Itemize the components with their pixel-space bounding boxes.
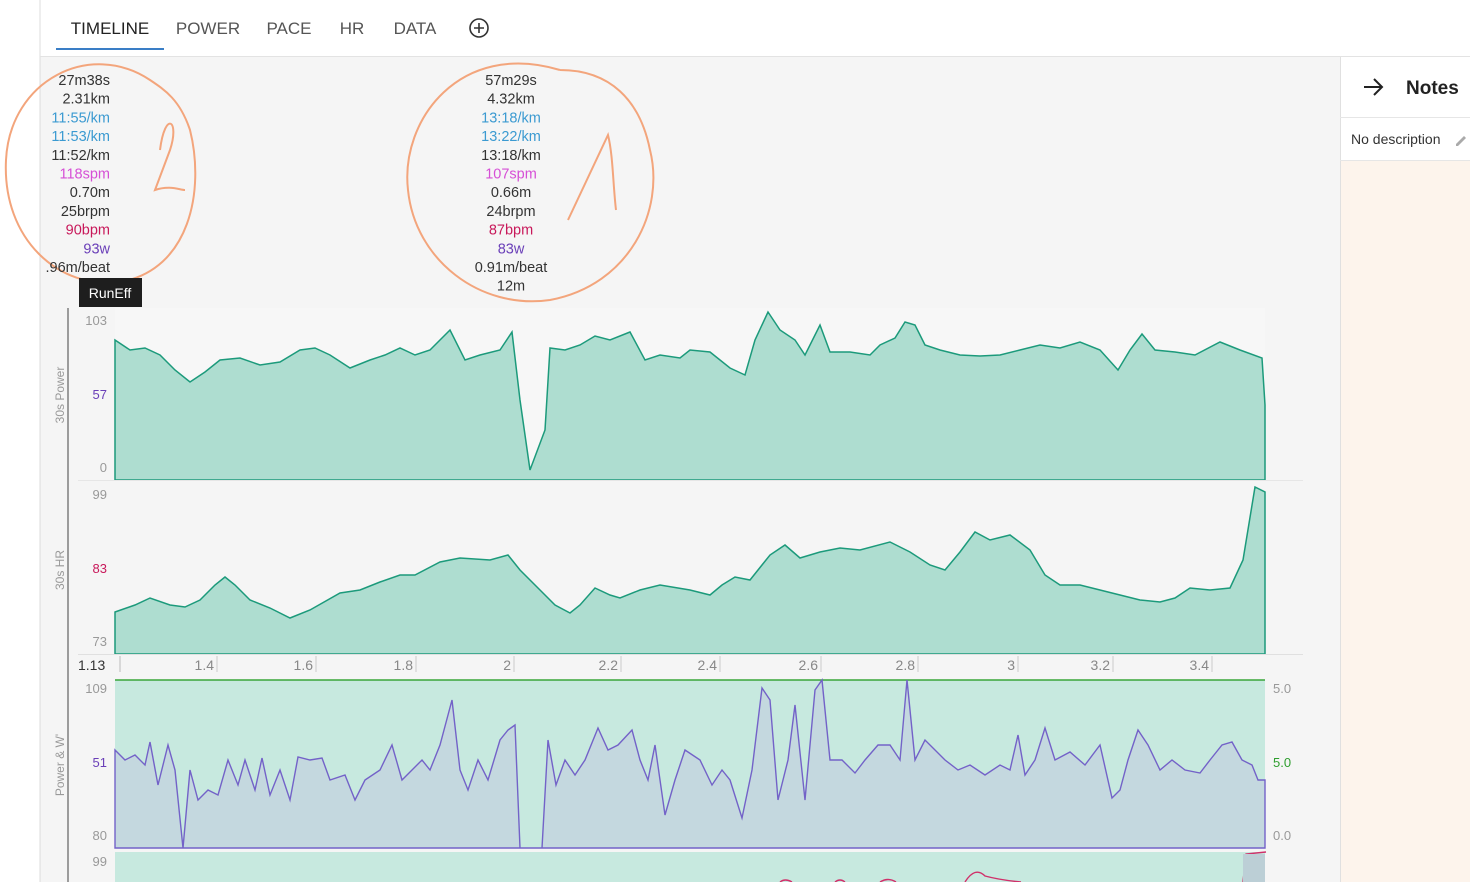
- tab[interactable]: DATA: [394, 19, 437, 38]
- tab-underline: [56, 48, 164, 50]
- stat: 0.66m: [491, 185, 531, 201]
- stat: 13:18/km: [481, 110, 541, 126]
- stat: 13:22/km: [481, 129, 541, 145]
- y2-label: 5.0: [1273, 755, 1291, 770]
- notes-bg: [1340, 57, 1470, 882]
- stat: 118spm: [59, 167, 110, 183]
- stat: 13:18/km: [481, 148, 541, 164]
- y2-label: 0.0: [1273, 828, 1291, 843]
- y-label: 99: [93, 487, 107, 502]
- x-label: 3.2: [1091, 657, 1111, 673]
- collapse-arrow[interactable]: [1364, 78, 1384, 96]
- x-label: 2.8: [896, 657, 916, 673]
- panel4-bg: [115, 852, 1265, 882]
- tab[interactable]: HR: [340, 19, 365, 38]
- stat: 11:55/km: [51, 110, 110, 126]
- annotation-circle: [406, 62, 655, 303]
- y-label: 109: [85, 681, 107, 696]
- stat: 11:53/km: [51, 129, 110, 145]
- stat: 4.32km: [487, 92, 535, 108]
- x-label: 2.2: [599, 657, 619, 673]
- x-label: 2.6: [799, 657, 819, 673]
- stat: 27m38s: [58, 73, 110, 89]
- y2-label: 5.0: [1273, 681, 1291, 696]
- stat: 107spm: [485, 167, 537, 183]
- x-start: 1.13: [78, 657, 105, 673]
- x-label: 2.4: [698, 657, 718, 673]
- hr-line: [779, 851, 1267, 883]
- x-label: 1.8: [394, 657, 414, 673]
- annotation-2: [153, 122, 186, 192]
- x-label: 1.6: [294, 657, 314, 673]
- x-label: 3.4: [1190, 657, 1210, 673]
- stat: 24brpm: [486, 204, 535, 220]
- notes-header: [1340, 57, 1470, 161]
- axis-title: Power & W': [53, 734, 67, 796]
- tab[interactable]: TIMELINE: [71, 19, 149, 38]
- axis-title: 30s HR: [53, 550, 67, 590]
- y-label: 51: [93, 755, 107, 770]
- power-area: [114, 310, 1266, 481]
- tab[interactable]: PACE: [266, 19, 311, 38]
- annotation-1: [567, 132, 617, 221]
- stat: .96m/beat: [46, 260, 111, 276]
- stat: 83w: [498, 241, 525, 257]
- stat: 93w: [83, 241, 110, 257]
- power-line: [114, 678, 1266, 849]
- stat: 11:52/km: [51, 148, 110, 164]
- y-label: 83: [93, 561, 107, 576]
- y-label: 80: [93, 828, 107, 843]
- stat: 2.31km: [62, 92, 110, 108]
- stat: 0.70m: [70, 185, 110, 201]
- y-label: 99: [93, 854, 107, 869]
- hr-fill: [1243, 854, 1265, 882]
- stat: 57m29s: [485, 73, 537, 89]
- tooltip-bg: [79, 278, 142, 307]
- stat: 90bpm: [66, 223, 110, 239]
- notes-title: Notes: [1406, 78, 1459, 99]
- stat: 87bpm: [489, 223, 533, 239]
- x-label: 1.4: [195, 657, 215, 673]
- stat: 12m: [497, 279, 525, 295]
- x-label: 2: [503, 657, 511, 673]
- hr-area: [114, 485, 1266, 655]
- y-label: 73: [93, 634, 107, 649]
- stat: 0.91m/beat: [475, 260, 548, 276]
- tooltip: RunEff: [89, 285, 132, 301]
- stat: 25brpm: [61, 204, 110, 220]
- axis-title: 30s Power: [53, 367, 67, 424]
- y-label: 57: [93, 387, 107, 402]
- y-label: 0: [100, 460, 107, 475]
- tab[interactable]: POWER: [176, 19, 240, 38]
- notes-description[interactable]: No description: [1351, 131, 1441, 147]
- y-label: 103: [85, 313, 107, 328]
- x-label: 3: [1007, 657, 1015, 673]
- add-tab[interactable]: [469, 18, 489, 38]
- edit-icon[interactable]: [1456, 136, 1466, 146]
